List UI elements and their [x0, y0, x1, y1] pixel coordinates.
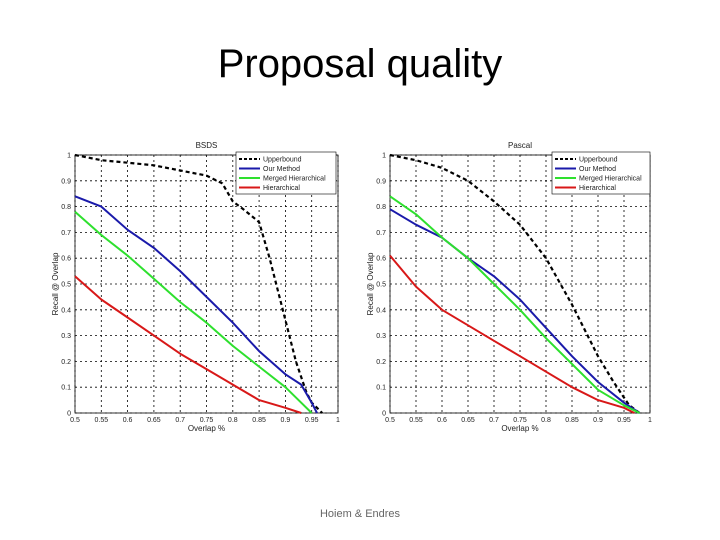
x-tick-label: 0.6	[123, 417, 133, 424]
x-tick-label: 0.85	[252, 417, 266, 424]
x-axis-label: Overlap %	[188, 424, 225, 433]
legend-label: Hierarchical	[263, 185, 300, 192]
chart-pascal: 0.5 0.55 0.6 0.65 0.7 0.75 0.8 0.85 0.9 0.95 1 0 0.1…	[366, 141, 652, 433]
plot-frame	[74, 154, 339, 414]
y-tick-label: 0.1	[61, 385, 71, 392]
x-tick-label: 0.5	[385, 417, 395, 424]
y-axis-label: Recall @ Overlap	[51, 252, 60, 315]
series-line-our-method	[74, 195, 318, 414]
y-tick-label: 0.5	[376, 282, 386, 289]
series-line-hierarchical	[74, 275, 302, 414]
legend-label: Hierarchical	[579, 185, 616, 192]
y-tick-label: 0.2	[61, 359, 71, 366]
x-tick-label: 0.7	[175, 417, 185, 424]
y-tick-label: 0.9	[376, 178, 386, 185]
x-tick-label: 0.7	[489, 417, 499, 424]
y-tick-label: 0.4	[376, 307, 386, 314]
y-tick-label: 0.2	[376, 359, 386, 366]
y-axis-label: Recall @ Overlap	[366, 252, 375, 315]
series-line-our-method	[389, 208, 641, 414]
x-tick-label: 0.95	[305, 417, 319, 424]
x-axis-label: Overlap %	[501, 424, 538, 433]
chart-title: BSDS	[196, 141, 218, 150]
y-tick-label: 0.4	[61, 307, 71, 314]
y-tick-label: 0.5	[61, 282, 71, 289]
legend-label: Upperbound	[579, 157, 618, 164]
series-line-merged-hierarchical	[74, 211, 313, 414]
x-tick-label: 0.5	[70, 417, 80, 424]
x-tick-label: 0.75	[200, 417, 214, 424]
x-tick-label: 0.75	[513, 417, 527, 424]
x-tick-label: 0.9	[281, 417, 291, 424]
x-tick-label: 1	[336, 417, 340, 424]
legend-label: Merged Hierarchical	[579, 176, 642, 183]
y-tick-label: 0.3	[61, 333, 71, 340]
x-tick-label: 0.55	[94, 417, 108, 424]
y-tick-label: 1	[67, 153, 71, 160]
y-tick-label: 0.7	[61, 230, 71, 237]
x-tick-label: 1	[648, 417, 652, 424]
legend-label: Upperbound	[263, 157, 302, 164]
y-tick-label: 0.8	[376, 204, 386, 211]
y-tick-label: 0.8	[61, 204, 71, 211]
y-tick-label: 0.3	[376, 333, 386, 340]
y-tick-label: 0.1	[376, 385, 386, 392]
chart-bsds: 0.5 0.55 0.6 0.65 0.7 0.75 0.8 0.85 0.9 0.95 1 0 0.1…	[51, 141, 340, 433]
x-tick-label: 0.9	[593, 417, 603, 424]
chart-title: Pascal	[508, 141, 532, 150]
y-tick-label: 0.6	[61, 256, 71, 263]
x-tick-label: 0.85	[565, 417, 579, 424]
legend-label: Our Method	[579, 166, 616, 173]
series-line-merged-hierarchical	[389, 195, 641, 414]
y-tick-label: 0	[382, 411, 386, 418]
y-tick-label: 0.9	[61, 178, 71, 185]
x-tick-label: 0.55	[409, 417, 423, 424]
y-tick-label: 0.7	[376, 230, 386, 237]
x-tick-label: 0.6	[437, 417, 447, 424]
series-line-upperbound	[389, 153, 641, 414]
x-tick-label: 0.95	[617, 417, 631, 424]
series-line-hierarchical	[389, 254, 635, 414]
y-tick-label: 0.6	[376, 256, 386, 263]
x-tick-label: 0.65	[147, 417, 161, 424]
legend-label: Merged Hierarchical	[263, 176, 326, 183]
legend-label: Our Method	[263, 166, 300, 173]
x-tick-label: 0.8	[541, 417, 551, 424]
slide-footer: Hoiem & Endres	[319, 508, 401, 520]
y-tick-label: 0	[67, 411, 71, 418]
y-tick-label: 1	[382, 153, 386, 160]
x-tick-label: 0.65	[461, 417, 475, 424]
slide-title: Proposal quality	[217, 42, 503, 86]
x-tick-label: 0.8	[228, 417, 238, 424]
plot-frame	[389, 154, 651, 414]
